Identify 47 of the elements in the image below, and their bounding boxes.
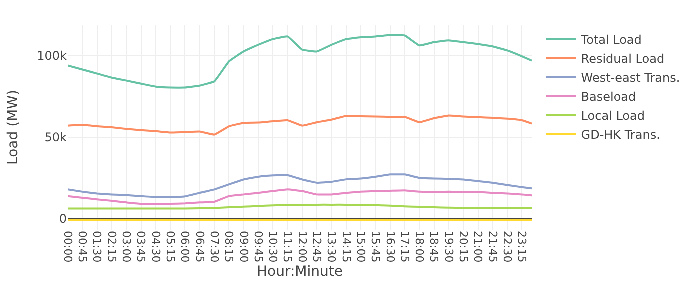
x-tick-label: 02:15	[105, 231, 118, 263]
legend-label: Local Load	[581, 109, 645, 124]
x-tick-label: 22:30	[501, 231, 514, 263]
legend-label: Baseload	[581, 90, 636, 104]
legend-label: West-east Trans.	[581, 71, 680, 86]
x-tick-label: 23:15	[516, 231, 529, 263]
legend-label: Residual Load	[581, 52, 665, 66]
x-tick-label: 00:00	[61, 231, 74, 263]
x-tick-label: 07:30	[208, 231, 221, 263]
x-tick-label: 13:30	[325, 231, 338, 263]
x-tick-label: 12:00	[296, 231, 309, 263]
x-tick-label: 09:00	[237, 231, 250, 263]
y-axis-title: Load (MW)	[6, 90, 22, 165]
line-series	[68, 174, 532, 198]
x-tick-label: 01:30	[90, 231, 104, 263]
x-axis-title: Hour:Minute	[256, 264, 344, 280]
x-tick-label: 10:30	[266, 231, 280, 263]
line-series	[68, 114, 532, 136]
x-tick-label: 03:00	[120, 231, 134, 263]
x-tick-label: 04:30	[149, 231, 162, 263]
x-tick-label: 06:45	[193, 231, 206, 263]
x-tick-label: 11:15	[281, 231, 294, 263]
x-tick-label: 19:30	[442, 231, 456, 263]
y-tick-label: 0	[59, 212, 67, 226]
x-tick-label: 12:45	[310, 231, 324, 263]
x-tick-label: 08:15	[222, 231, 236, 263]
legend-label: Total Load	[580, 33, 642, 48]
x-tick-label: 16:30	[384, 231, 397, 263]
legend-label: GD-HK Trans.	[581, 128, 660, 142]
x-tick-label: 17:15	[398, 231, 412, 263]
x-tick-label: 14:15	[340, 231, 353, 263]
x-tick-label: 05:15	[164, 231, 177, 263]
y-tick-label: 100k	[37, 49, 68, 64]
line-series	[68, 34, 532, 89]
line-series	[68, 188, 532, 205]
x-tick-label: 21:00	[472, 231, 485, 263]
x-tick-label: 15:00	[354, 231, 368, 263]
x-tick-label: 21:45	[486, 231, 500, 263]
x-tick-label: 00:45	[76, 231, 90, 263]
x-tick-label: 18:45	[428, 231, 441, 263]
x-tick-label: 09:45	[252, 231, 265, 263]
x-tick-label: 06:00	[178, 231, 192, 263]
x-tick-label: 15:45	[369, 231, 382, 263]
x-tick-label: 20:15	[457, 231, 470, 263]
y-tick-label: 50k	[44, 130, 68, 144]
x-tick-label: 18:00	[413, 231, 426, 263]
x-tick-label: 03:45	[134, 231, 148, 263]
